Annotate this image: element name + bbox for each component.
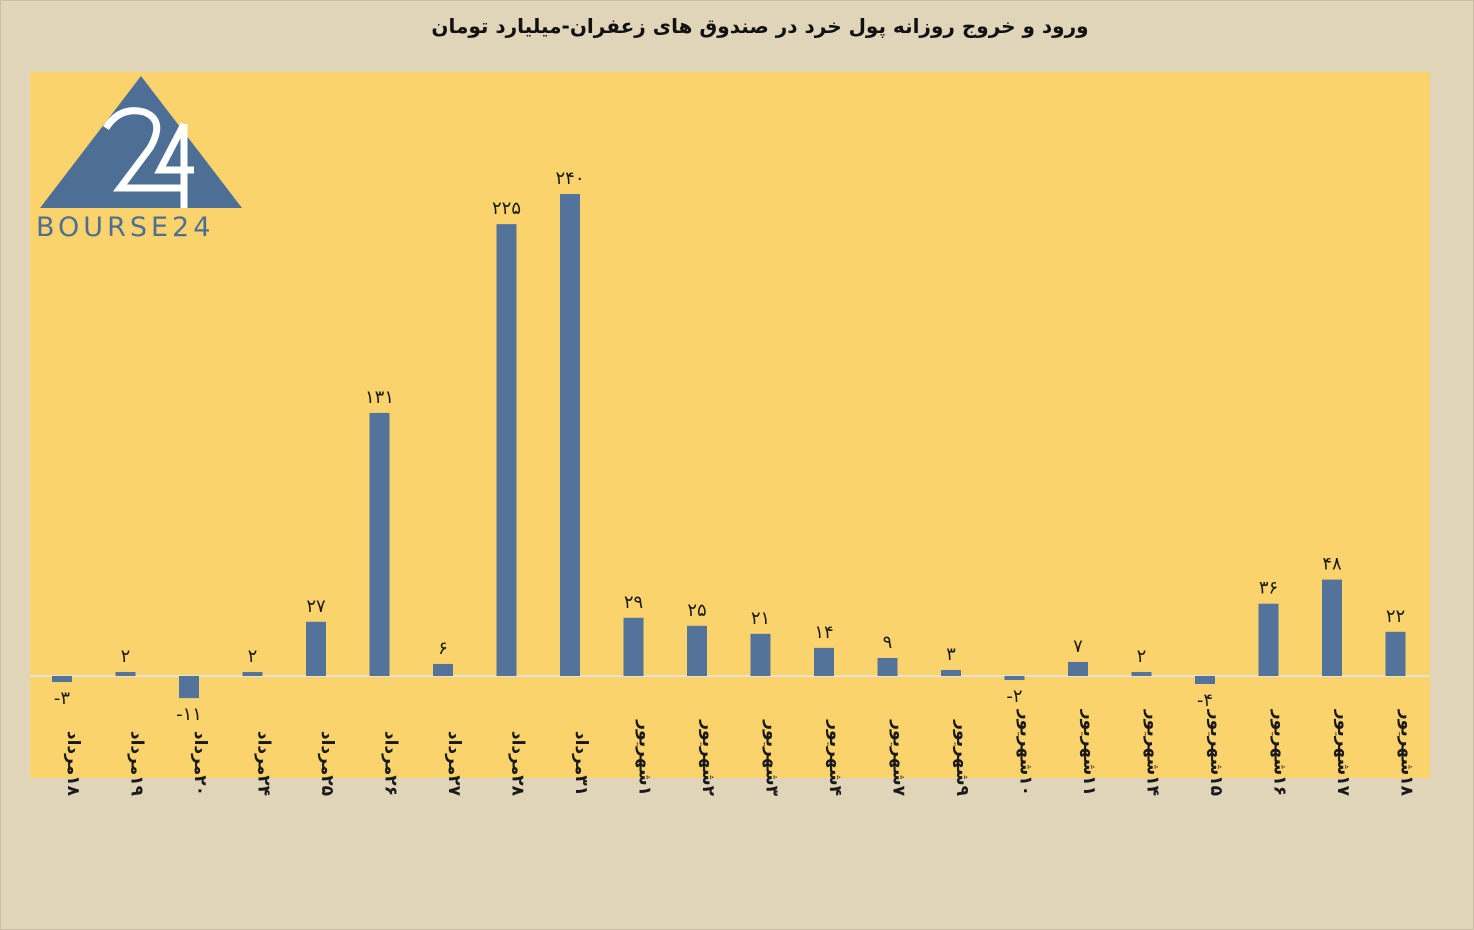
bar-8 — [560, 194, 580, 676]
bar-15 — [1004, 676, 1025, 681]
category-label-8: ۳۱مرداد — [571, 731, 591, 796]
data-label-13: ۹ — [883, 632, 893, 653]
category-label-2: ۲۰مرداد — [190, 731, 210, 796]
data-label-1: ۲ — [121, 646, 131, 667]
bar-21 — [1385, 631, 1406, 676]
data-label-3: ۲ — [248, 646, 258, 667]
data-label-6: ۶ — [438, 638, 448, 659]
category-label-1: ۱۹مرداد — [127, 731, 147, 797]
category-label-5: ۲۶مرداد — [381, 731, 401, 796]
bar-3 — [242, 671, 263, 676]
bourse24-logo — [34, 76, 248, 246]
category-label-14: ۹شهریور — [952, 719, 972, 796]
data-label-21: ۲۲ — [1386, 606, 1405, 627]
data-label-4: ۲۷ — [306, 596, 326, 617]
bar-14 — [941, 669, 961, 676]
bar-6 — [433, 663, 453, 676]
category-label-19: ۱۶شهریور — [1270, 709, 1290, 796]
category-label-17: ۱۴شهریور — [1143, 709, 1163, 796]
data-label-0: -۳ — [54, 688, 70, 709]
data-label-12: ۱۴ — [814, 622, 833, 643]
data-label-18: -۴ — [1197, 690, 1213, 711]
bar-19 — [1258, 603, 1279, 676]
category-label-7: ۲۸مرداد — [508, 731, 528, 797]
bar-20 — [1322, 579, 1342, 676]
bar-17 — [1131, 671, 1152, 676]
data-label-15: -۲ — [1006, 686, 1022, 707]
bar-7 — [496, 224, 517, 676]
bourse24-logo-text: BOURSE24 — [36, 212, 215, 243]
bourse24-logo-triangle-icon — [40, 76, 242, 208]
data-label-8: ۲۴۰ — [555, 168, 584, 189]
bar-10 — [687, 625, 707, 676]
category-label-11: ۳شهریور — [762, 719, 782, 796]
bar-16 — [1068, 661, 1088, 676]
category-label-3: ۲۴مرداد — [254, 731, 274, 796]
category-label-12: ۴شهریور — [825, 719, 845, 796]
data-label-9: ۲۹ — [624, 592, 643, 613]
data-label-5: ۱۳۱ — [365, 387, 394, 408]
data-label-17: ۲ — [1137, 646, 1147, 667]
category-label-16: ۱۱شهریور — [1079, 709, 1099, 796]
bar-4 — [306, 621, 326, 676]
category-label-15: ۱۰شهریور — [1016, 709, 1036, 796]
bar-13 — [877, 657, 898, 676]
bar-1 — [115, 671, 136, 676]
category-label-21: ۱۸شهریور — [1397, 709, 1417, 797]
data-label-7: ۲۲۵ — [492, 198, 521, 219]
data-label-14: ۳ — [946, 644, 956, 665]
category-label-13: ۷شهریور — [889, 719, 909, 796]
category-label-20: ۱۷شهریور — [1333, 709, 1353, 797]
category-label-10: ۲شهریور — [698, 719, 718, 796]
data-label-2: -۱۱ — [176, 704, 202, 725]
bar-0 — [52, 676, 72, 683]
plot-area — [30, 72, 1430, 778]
bar-2 — [179, 676, 199, 699]
category-label-0: ۱۸مرداد — [63, 731, 83, 797]
category-label-4: ۲۵مرداد — [317, 731, 337, 796]
chart-title: ورود و خروج روزانه پول خرد در صندوق های … — [431, 14, 1089, 38]
bar-5 — [369, 412, 390, 676]
data-label-19: ۳۶ — [1259, 578, 1278, 599]
category-label-9: ۱شهریور — [635, 719, 655, 796]
bar-11 — [750, 633, 771, 676]
data-label-20: ۴۸ — [1322, 554, 1342, 575]
bar-18 — [1195, 676, 1215, 685]
category-label-18: ۱۵شهریور — [1206, 709, 1226, 796]
data-label-10: ۲۵ — [687, 600, 706, 621]
data-label-11: ۲۱ — [751, 608, 770, 629]
bar-12 — [814, 647, 834, 676]
bar-9 — [623, 617, 644, 676]
data-label-16: ۷ — [1073, 636, 1083, 657]
category-label-6: ۲۷مرداد — [444, 731, 464, 797]
